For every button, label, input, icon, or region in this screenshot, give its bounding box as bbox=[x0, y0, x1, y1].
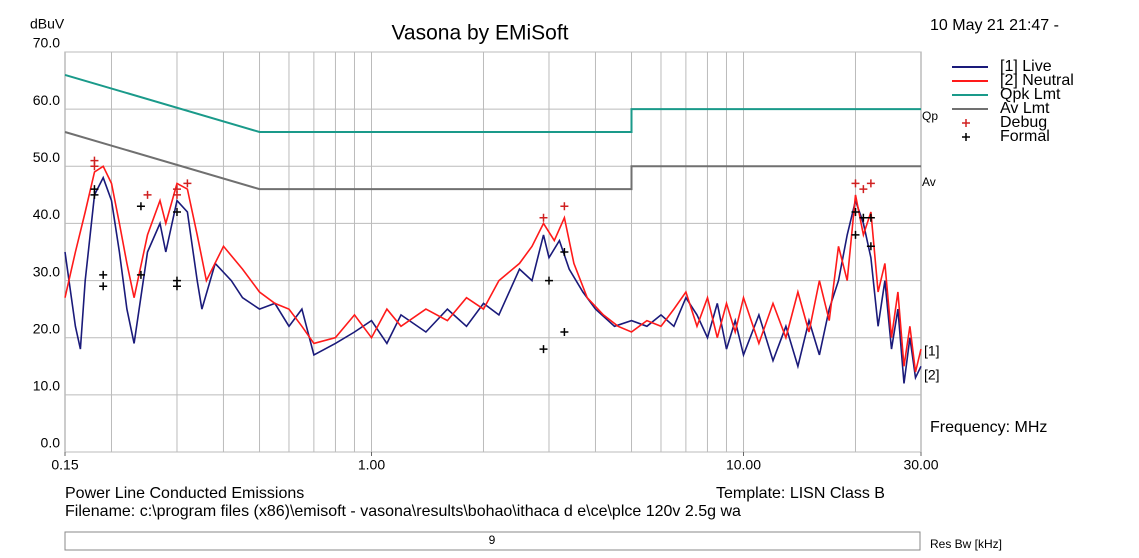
date: 10 May 21 21:47 - bbox=[930, 17, 1059, 34]
marker bbox=[560, 202, 569, 211]
series-line bbox=[64, 131, 921, 191]
marker bbox=[90, 190, 99, 199]
series-line bbox=[64, 165, 922, 373]
y-tick-label: 60.0 bbox=[33, 92, 60, 108]
y-tick-label: 0.0 bbox=[41, 435, 61, 451]
res-bw-box bbox=[64, 531, 921, 551]
chart-title: Vasona by EMiSoft bbox=[391, 22, 568, 45]
legend-label: [2] Neutral bbox=[1000, 72, 1074, 89]
y-tick-label: 10.0 bbox=[33, 378, 60, 394]
marker bbox=[560, 328, 569, 336]
marker bbox=[962, 133, 970, 141]
res-bw-value: 9 bbox=[489, 533, 496, 547]
marker bbox=[560, 248, 569, 256]
marker bbox=[851, 179, 860, 188]
series-line bbox=[64, 73, 921, 133]
series-line bbox=[64, 175, 922, 384]
y-tick-label: 50.0 bbox=[33, 149, 60, 165]
marker bbox=[136, 270, 145, 279]
marker bbox=[866, 179, 875, 188]
res-bw-label: Res Bw [kHz] bbox=[930, 537, 1002, 551]
footer-text: Filename: c:\program files (x86)\emisoft… bbox=[65, 503, 741, 520]
marker bbox=[183, 179, 192, 188]
x-tick-label: 10.00 bbox=[726, 457, 761, 473]
marker bbox=[859, 185, 868, 194]
x-axis-label: Frequency: MHz bbox=[930, 419, 1047, 436]
legend-label: Debug bbox=[1000, 114, 1047, 131]
y-axis-label: dBuV bbox=[30, 16, 65, 32]
marker bbox=[539, 213, 548, 222]
footer-text: Power Line Conducted Emissions bbox=[65, 485, 304, 502]
y-tick-label: 70.0 bbox=[33, 35, 60, 51]
annotation: [1] bbox=[924, 343, 940, 359]
marker bbox=[99, 270, 108, 279]
marker bbox=[143, 190, 152, 199]
marker bbox=[866, 242, 875, 251]
legend-label: Qpk Lmt bbox=[1000, 86, 1061, 103]
marker bbox=[851, 230, 860, 239]
legend-label: [1] Live bbox=[1000, 58, 1052, 75]
legend-label: Formal bbox=[1000, 128, 1050, 145]
annotation: Av bbox=[922, 175, 936, 189]
marker bbox=[866, 213, 875, 222]
y-tick-label: 40.0 bbox=[33, 206, 60, 222]
plot-area bbox=[64, 51, 922, 453]
marker bbox=[859, 213, 868, 222]
y-tick-label: 20.0 bbox=[33, 320, 60, 336]
footer-text: Template: LISN Class B bbox=[716, 485, 885, 502]
marker bbox=[962, 119, 970, 127]
x-tick-label: 0.15 bbox=[51, 457, 78, 473]
legend-label: Av Lmt bbox=[1000, 100, 1050, 117]
annotation: Qp bbox=[922, 109, 938, 123]
y-tick-label: 30.0 bbox=[33, 263, 60, 279]
x-tick-label: 1.00 bbox=[358, 457, 385, 473]
marker bbox=[539, 345, 548, 354]
marker bbox=[172, 208, 181, 216]
annotation: [2] bbox=[924, 367, 940, 383]
marker bbox=[172, 282, 181, 291]
marker bbox=[172, 185, 181, 194]
marker bbox=[136, 202, 145, 211]
marker bbox=[851, 208, 860, 216]
marker bbox=[90, 162, 99, 171]
x-tick-label: 30.00 bbox=[903, 457, 938, 473]
marker bbox=[544, 276, 553, 285]
marker bbox=[99, 282, 108, 291]
